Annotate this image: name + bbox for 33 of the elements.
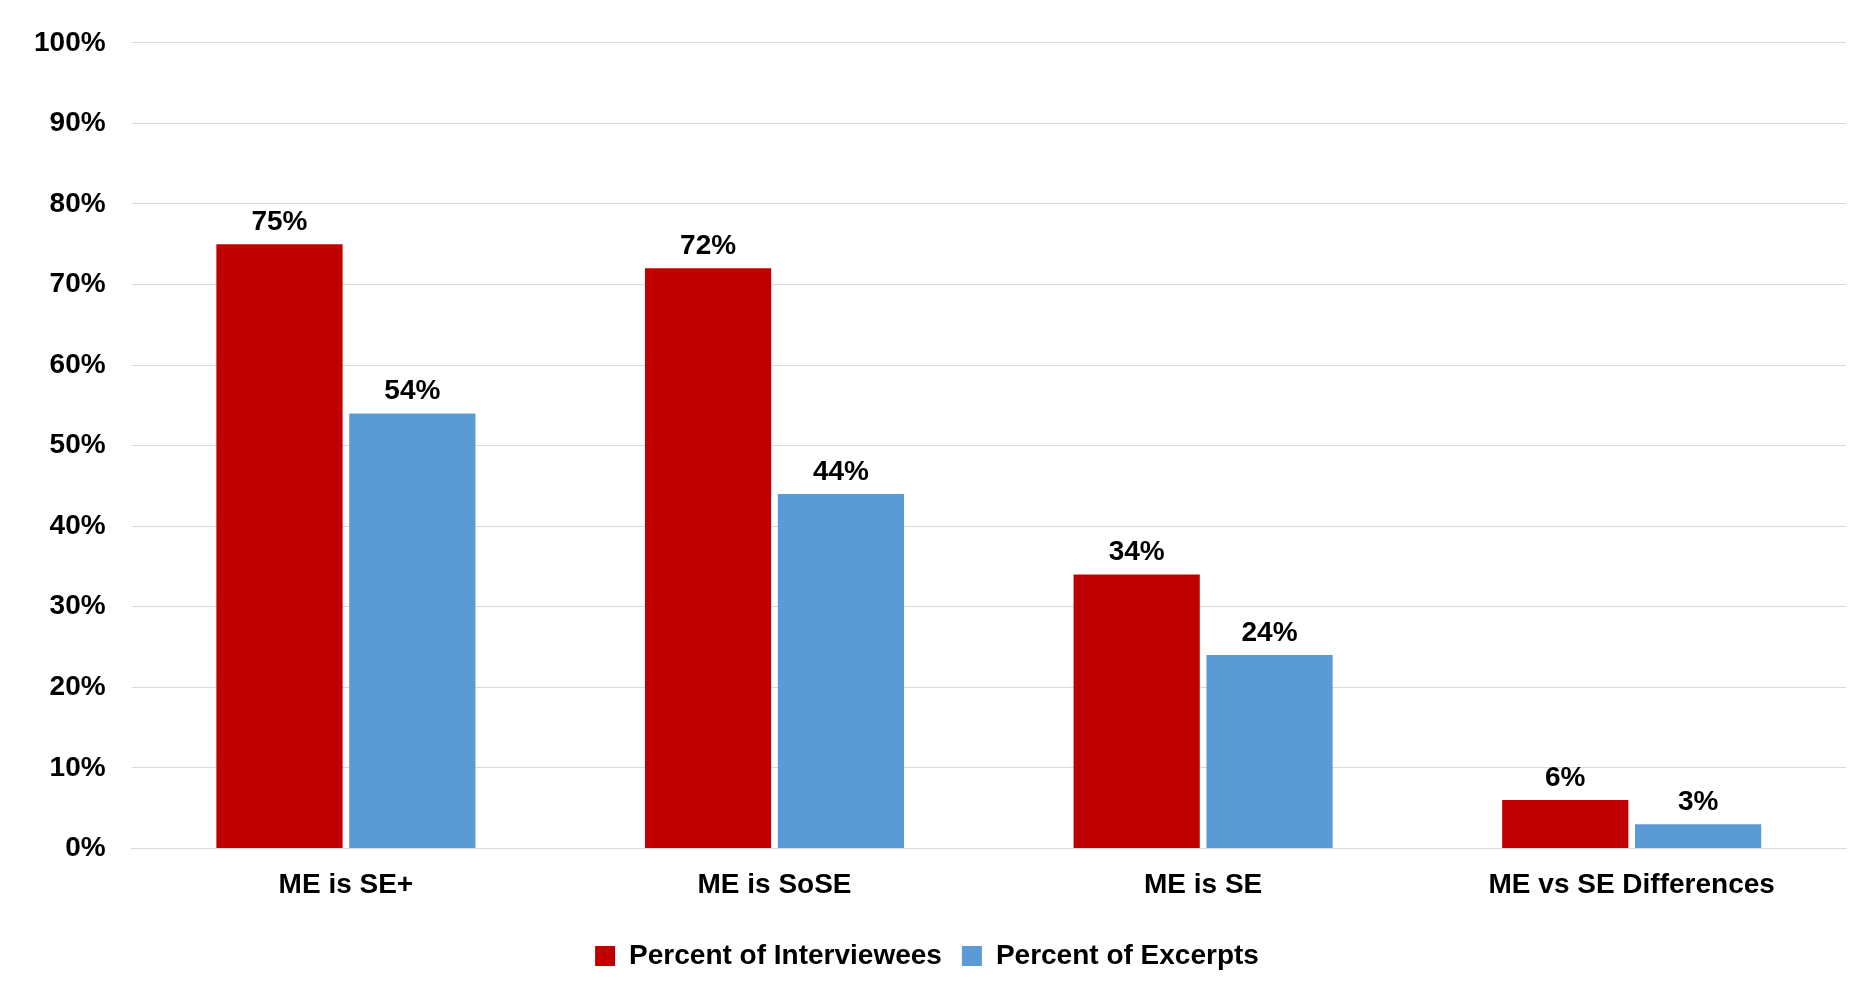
data-label: 34% xyxy=(1108,535,1165,567)
bar xyxy=(216,244,343,848)
bar xyxy=(777,493,905,848)
x-tick-label: ME vs SE Differences xyxy=(1488,867,1775,899)
y-tick-label: 50% xyxy=(49,428,106,460)
data-label: 44% xyxy=(812,454,870,486)
y-tick-label: 0% xyxy=(65,831,106,863)
bar xyxy=(349,413,476,848)
bar xyxy=(1206,655,1333,848)
bar xyxy=(1073,574,1200,848)
data-label: 54% xyxy=(384,374,441,406)
y-tick-label: 100% xyxy=(33,25,106,57)
y-tick-label: 80% xyxy=(49,186,106,218)
y-tick-label: 10% xyxy=(49,750,106,782)
data-label: 3% xyxy=(1677,784,1719,816)
y-tick-label: 30% xyxy=(49,589,106,621)
y-tick-label: 20% xyxy=(49,670,106,701)
y-tick-label: 60% xyxy=(49,347,106,379)
y-tick-label: 90% xyxy=(49,106,106,138)
y-tick-label: 70% xyxy=(49,267,106,299)
x-tick-label: ME is SoSE xyxy=(697,867,852,899)
x-tick-label: ME is SE xyxy=(1143,867,1263,899)
data-label: 75% xyxy=(251,204,308,236)
data-label: 6% xyxy=(1545,760,1586,792)
legend-label: Percent of Interviewees xyxy=(629,938,942,970)
bar xyxy=(1635,824,1762,848)
data-label: 24% xyxy=(1241,615,1298,647)
x-tick-label: ME is SE+ xyxy=(278,867,414,899)
data-label: 72% xyxy=(680,229,737,261)
bar xyxy=(1502,800,1629,848)
legend-label: Percent of Excerpts xyxy=(995,938,1259,970)
y-tick-label: 40% xyxy=(49,508,106,540)
bar xyxy=(644,268,772,848)
